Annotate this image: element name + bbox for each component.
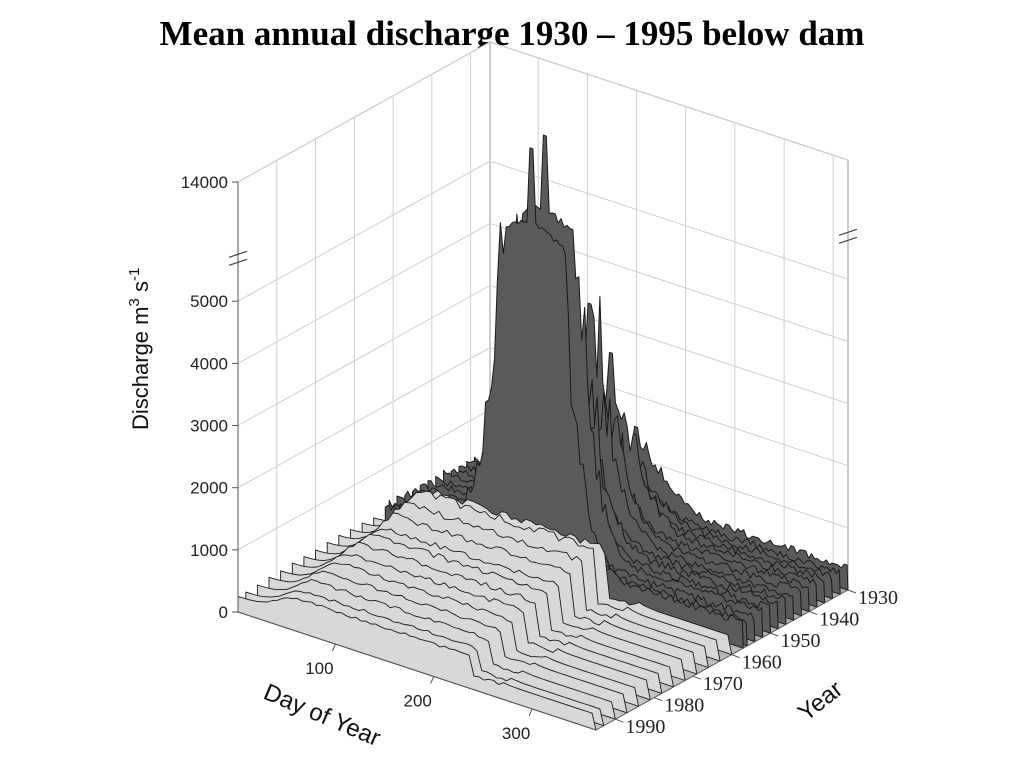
y-tick-label: 1940 [819, 609, 859, 631]
z-tick-label: 1000 [190, 541, 228, 560]
y-axis-label: Year [793, 676, 848, 727]
x-axis-line [237, 611, 597, 731]
z-axis-label: Discharge m3 s-1 [126, 268, 153, 430]
z-tick-label: 4000 [190, 354, 228, 373]
grid-line-z [237, 41, 849, 183]
grid-line-z [237, 347, 849, 489]
grid-line-z [237, 222, 849, 364]
chart-surfaces [237, 134, 849, 731]
axis-break-mark [228, 258, 248, 266]
y-axis-line [595, 589, 849, 731]
x-tick-label: 300 [502, 724, 530, 743]
x-tick [430, 676, 435, 684]
axis-break-mark [228, 250, 248, 258]
y-tick [654, 697, 663, 702]
y-tick [692, 675, 702, 680]
y-tick [847, 589, 857, 594]
axis-break-mark [838, 236, 858, 244]
x-tick-label: 200 [404, 692, 432, 711]
y-tick-label: 1950 [781, 630, 821, 652]
y-tick [809, 611, 818, 615]
x-tick [528, 708, 533, 717]
x-tick-label: 100 [305, 659, 333, 678]
y-tick [770, 632, 779, 637]
z-tick-label: 14000 [181, 173, 228, 192]
z-tick-label: 0 [219, 603, 228, 622]
axis-break-mark [838, 228, 858, 236]
y-tick-label: 1930 [858, 587, 898, 609]
z-tick-label: 5000 [190, 292, 228, 311]
grid-line-z [237, 284, 849, 426]
y-tick-label: 1990 [625, 716, 665, 738]
z-tick-label: 2000 [190, 479, 228, 498]
x-axis-label: Day of Year [260, 679, 385, 752]
y-tick-label: 1980 [664, 695, 704, 717]
chart-gridlines [237, 41, 849, 591]
y-tick [615, 718, 624, 723]
page-title: Mean annual discharge 1930 – 1995 below … [159, 14, 865, 53]
x-tick [331, 643, 336, 652]
z-tick-label: 3000 [190, 417, 228, 436]
y-tick-label: 1960 [742, 652, 782, 674]
grid-line-z [237, 160, 849, 302]
chart-axes [228, 181, 858, 731]
y-tick-label: 1970 [703, 673, 743, 695]
y-tick [731, 654, 740, 659]
surface-year-1995 [237, 595, 597, 731]
